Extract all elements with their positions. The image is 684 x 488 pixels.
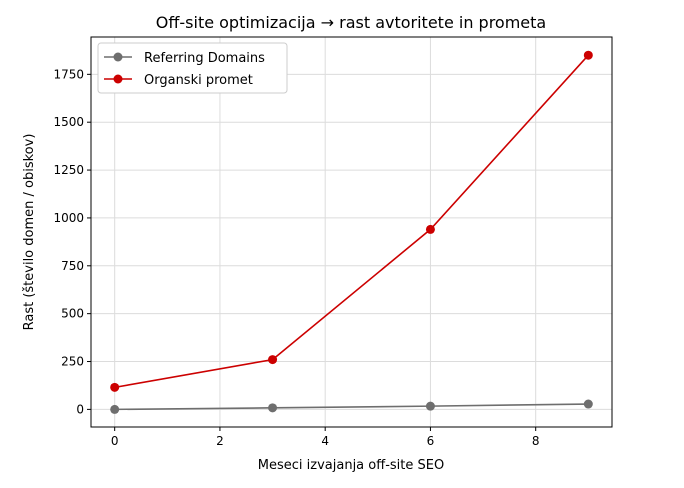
x-axis-label: Meseci izvajanja off-site SEO: [258, 458, 444, 473]
series-line-1: [114, 54, 589, 389]
legend-label: Referring Domains: [144, 51, 265, 66]
y-tick-label: 1750: [53, 67, 84, 81]
legend-marker: [113, 52, 123, 62]
legend-box: [97, 42, 288, 94]
ticks: 0 2 4 6 8 0 250 500 750 1000 1250 1500 1750: [53, 67, 539, 448]
y-tick-label: 250: [61, 355, 84, 369]
y-tick-label: 1000: [53, 211, 84, 225]
y-tick-label: 1500: [53, 115, 84, 129]
x-tick-label: 6: [427, 434, 435, 448]
series-line-0: [114, 403, 589, 411]
legend: Referring Domains Organski promet: [97, 42, 288, 94]
data-point: [425, 401, 435, 411]
data-point: [110, 382, 120, 392]
legend-marker: [113, 74, 123, 84]
y-tick-label: 0: [76, 402, 84, 416]
series: [110, 50, 593, 414]
plot-frame: [90, 36, 613, 428]
x-tick-label: 0: [111, 434, 119, 448]
data-point: [268, 355, 278, 365]
data-point: [583, 50, 593, 60]
data-point: [583, 399, 593, 409]
y-tick-label: 750: [61, 259, 84, 273]
y-tick-label: 500: [61, 307, 84, 321]
legend-label: Organski promet: [144, 73, 253, 88]
chart-title: Off-site optimizacija → rast avtoritete …: [156, 13, 546, 32]
data-point: [425, 224, 435, 234]
grid: [91, 37, 612, 427]
x-tick-label: 8: [532, 434, 540, 448]
y-axis-label: Rast (število domen / obiskov): [22, 134, 37, 331]
y-tick-label: 1250: [53, 163, 84, 177]
data-point: [268, 403, 278, 413]
x-tick-label: 2: [216, 434, 224, 448]
data-point: [110, 404, 120, 414]
x-tick-label: 4: [321, 434, 329, 448]
